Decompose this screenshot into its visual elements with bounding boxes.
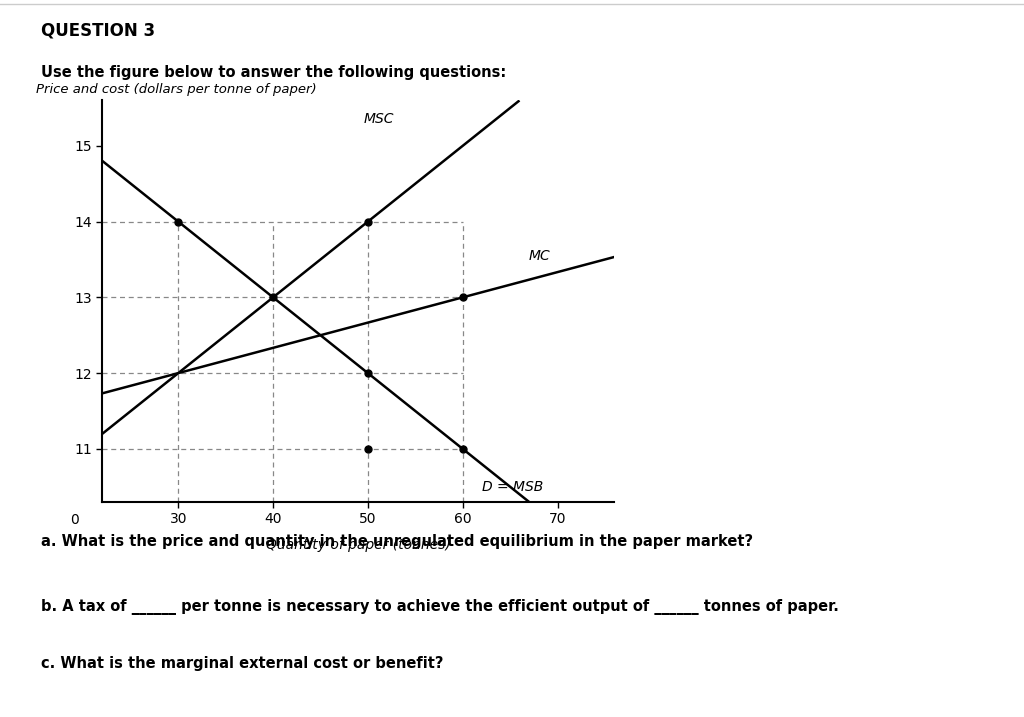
Text: Price and cost (dollars per tonne of paper): Price and cost (dollars per tonne of pap… bbox=[36, 83, 316, 96]
Text: MSC: MSC bbox=[364, 113, 393, 126]
Text: QUESTION 3: QUESTION 3 bbox=[41, 22, 155, 39]
Text: 0: 0 bbox=[70, 513, 79, 527]
X-axis label: Quantity of paper (tonnes): Quantity of paper (tonnes) bbox=[266, 538, 451, 552]
Text: a. What is the price and quantity in the unregulated equilibrium in the paper ma: a. What is the price and quantity in the… bbox=[41, 534, 753, 549]
Text: c. What is the marginal external cost or benefit?: c. What is the marginal external cost or… bbox=[41, 656, 443, 671]
Text: D = MSB: D = MSB bbox=[481, 480, 543, 494]
Text: b. A tax of ______ per tonne is necessary to achieve the efficient output of ___: b. A tax of ______ per tonne is necessar… bbox=[41, 599, 839, 614]
Text: MC: MC bbox=[529, 249, 551, 262]
Text: Use the figure below to answer the following questions:: Use the figure below to answer the follo… bbox=[41, 65, 506, 80]
